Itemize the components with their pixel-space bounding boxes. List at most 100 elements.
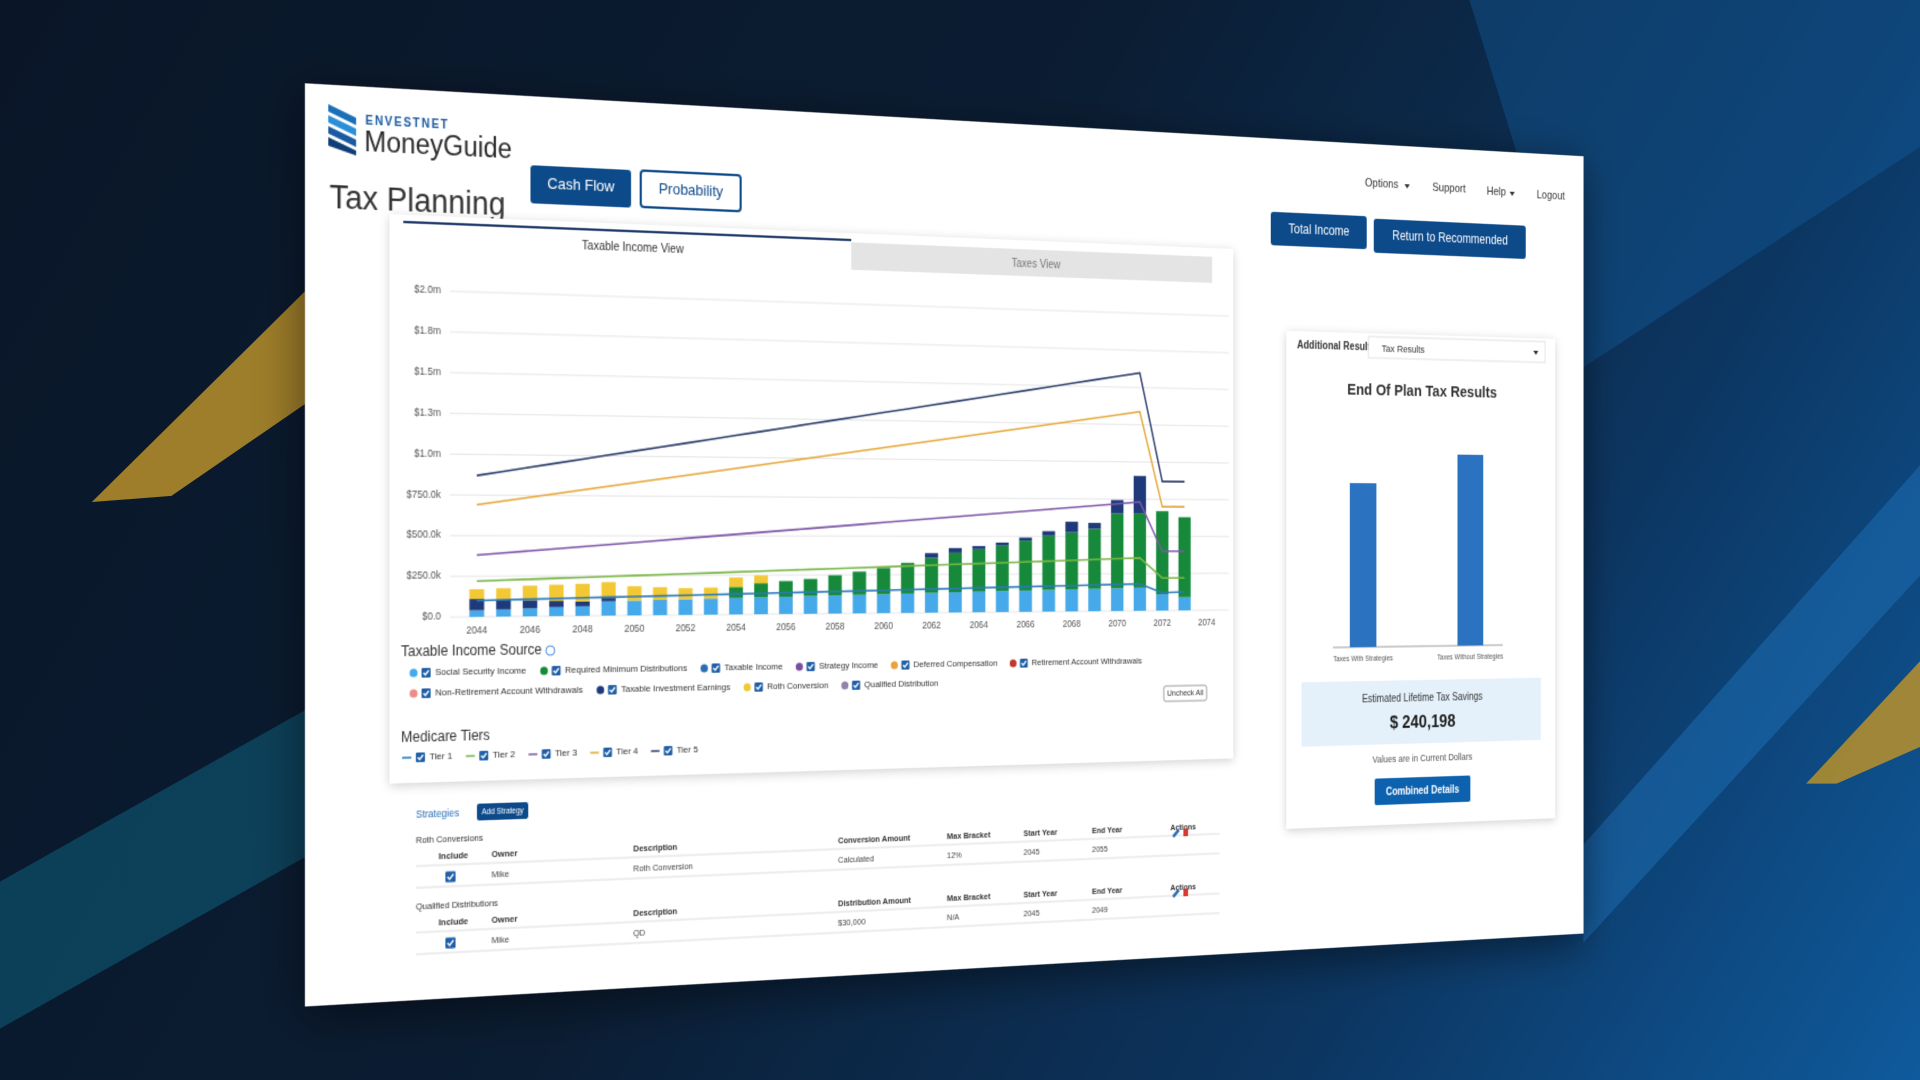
legend-label: Tier 5 (677, 745, 698, 756)
bar-segment (522, 608, 538, 617)
checkbox[interactable] (445, 871, 456, 883)
bar-segment (729, 577, 743, 588)
button-label: Add Strategy (482, 806, 524, 816)
strategies-link[interactable]: Strategies (416, 809, 459, 822)
bar-segment (803, 595, 818, 614)
delete-icon[interactable] (1183, 828, 1189, 837)
legend-label: Social Security Income (435, 666, 526, 678)
bar-segment (575, 601, 590, 607)
bar-segment (1042, 535, 1056, 590)
chart-tab-label: Taxes View (1012, 256, 1061, 271)
chart-card (389, 214, 1234, 784)
tax-bar (1457, 454, 1484, 646)
bar-segment (948, 548, 962, 553)
bar-segment (1019, 540, 1032, 591)
bar-segment (901, 593, 915, 613)
bar-segment (972, 549, 986, 592)
bar-segment (729, 597, 743, 615)
bar-segment (522, 600, 538, 609)
app-window: ENVESTNET MoneyGuide Tax Planning Cash F… (304, 83, 1584, 1007)
bar-segment (995, 591, 1009, 613)
results-label: Additional Results (1297, 338, 1375, 353)
bar-segment (1042, 531, 1056, 536)
bar-segment (924, 557, 939, 593)
bar-segment (496, 599, 511, 610)
bar-segment (1019, 537, 1032, 541)
page-title: Tax Planning (329, 179, 505, 223)
tab-button[interactable] (641, 171, 741, 212)
x-tick-label: 2046 (520, 625, 541, 636)
logo-stripe (328, 137, 357, 156)
bar-segment (995, 542, 1009, 546)
table-cell: Roth Conversion (633, 861, 693, 873)
table-cell: 2045 (1024, 847, 1040, 857)
nav-link[interactable]: Options (1365, 176, 1399, 191)
legend-label: Taxable Investment Earnings (621, 682, 731, 695)
legend-label: Tier 3 (555, 748, 577, 759)
tab-button[interactable] (530, 165, 632, 208)
bar-segment (754, 575, 768, 584)
bar-segment (1178, 597, 1191, 611)
caret (1509, 191, 1515, 197)
table-cell: $30,000 (838, 917, 866, 928)
x-tick-label: 2074 (1198, 618, 1216, 628)
nav-link[interactable]: Logout (1537, 188, 1565, 202)
bar-segment (1156, 511, 1169, 595)
bar-segment (678, 588, 693, 600)
column-header: Distribution Amount (838, 895, 911, 908)
bar-segment (496, 588, 511, 600)
delete-icon[interactable] (1183, 888, 1189, 897)
nav-link[interactable]: Support (1432, 180, 1466, 195)
nav-link[interactable]: Help (1487, 184, 1506, 198)
legend-label: Retirement Account Withdrawals (1032, 656, 1143, 668)
x-tick-label: 2062 (922, 621, 941, 632)
legend-label: Tier 4 (616, 746, 638, 757)
bar-segment (1042, 589, 1056, 612)
tax-chart-title: End Of Plan Tax Results (1347, 380, 1497, 401)
bar-segment (1133, 513, 1147, 588)
bar-segment (1065, 589, 1079, 612)
tab-label: Probability (659, 181, 724, 200)
decor-gold (91, 291, 305, 503)
bar-segment (601, 597, 616, 602)
bar-segment (1133, 587, 1147, 611)
row-divider (416, 913, 1220, 954)
column-header: Description (633, 906, 677, 918)
chart-tab[interactable] (851, 242, 1213, 283)
brand: MoneyGuide (364, 126, 512, 165)
column-header: Include (439, 916, 469, 927)
bar-segment (924, 553, 939, 558)
bar-segment (601, 582, 616, 599)
column-header: Max Bracket (947, 892, 991, 903)
bar-segment (1065, 521, 1079, 533)
table-cell: 12% (947, 850, 962, 860)
column-header: Conversion Amount (838, 833, 910, 845)
chart-tab-label: Taxable Income View (582, 238, 684, 256)
x-tick-label: 2052 (676, 624, 696, 635)
decor-blue (1583, 465, 1920, 943)
bar-segment (803, 578, 818, 597)
savings-value: $ 240,198 (1390, 712, 1456, 733)
legend-label: Deferred Compensation (913, 658, 997, 670)
bar-segment (549, 607, 564, 617)
column-header: Actions (1170, 822, 1196, 832)
y-tick-label: $750.0k (407, 489, 442, 500)
checkbox[interactable] (445, 937, 456, 949)
bar-segment (549, 600, 564, 608)
column-header: End Year (1092, 825, 1123, 835)
bar-segment (924, 592, 939, 613)
logo: ENVESTNET MoneyGuide (328, 104, 512, 164)
caret (1404, 184, 1410, 189)
legend-label: Taxable Income (724, 662, 782, 674)
table-cell: 2045 (1024, 908, 1040, 918)
legend-title: Medicare Tiers (401, 728, 490, 746)
y-tick-label: $1.0m (414, 448, 441, 459)
legend-label: Roth Conversion (767, 681, 828, 693)
x-tick-label: 2072 (1153, 619, 1171, 629)
logo-stripe (328, 104, 357, 126)
x-tick-label: 2050 (624, 624, 645, 635)
section-title: Roth Conversions (416, 833, 484, 846)
app: ENVESTNET MoneyGuide Tax Planning Cash F… (328, 104, 1565, 1006)
bar-segment (754, 597, 768, 615)
